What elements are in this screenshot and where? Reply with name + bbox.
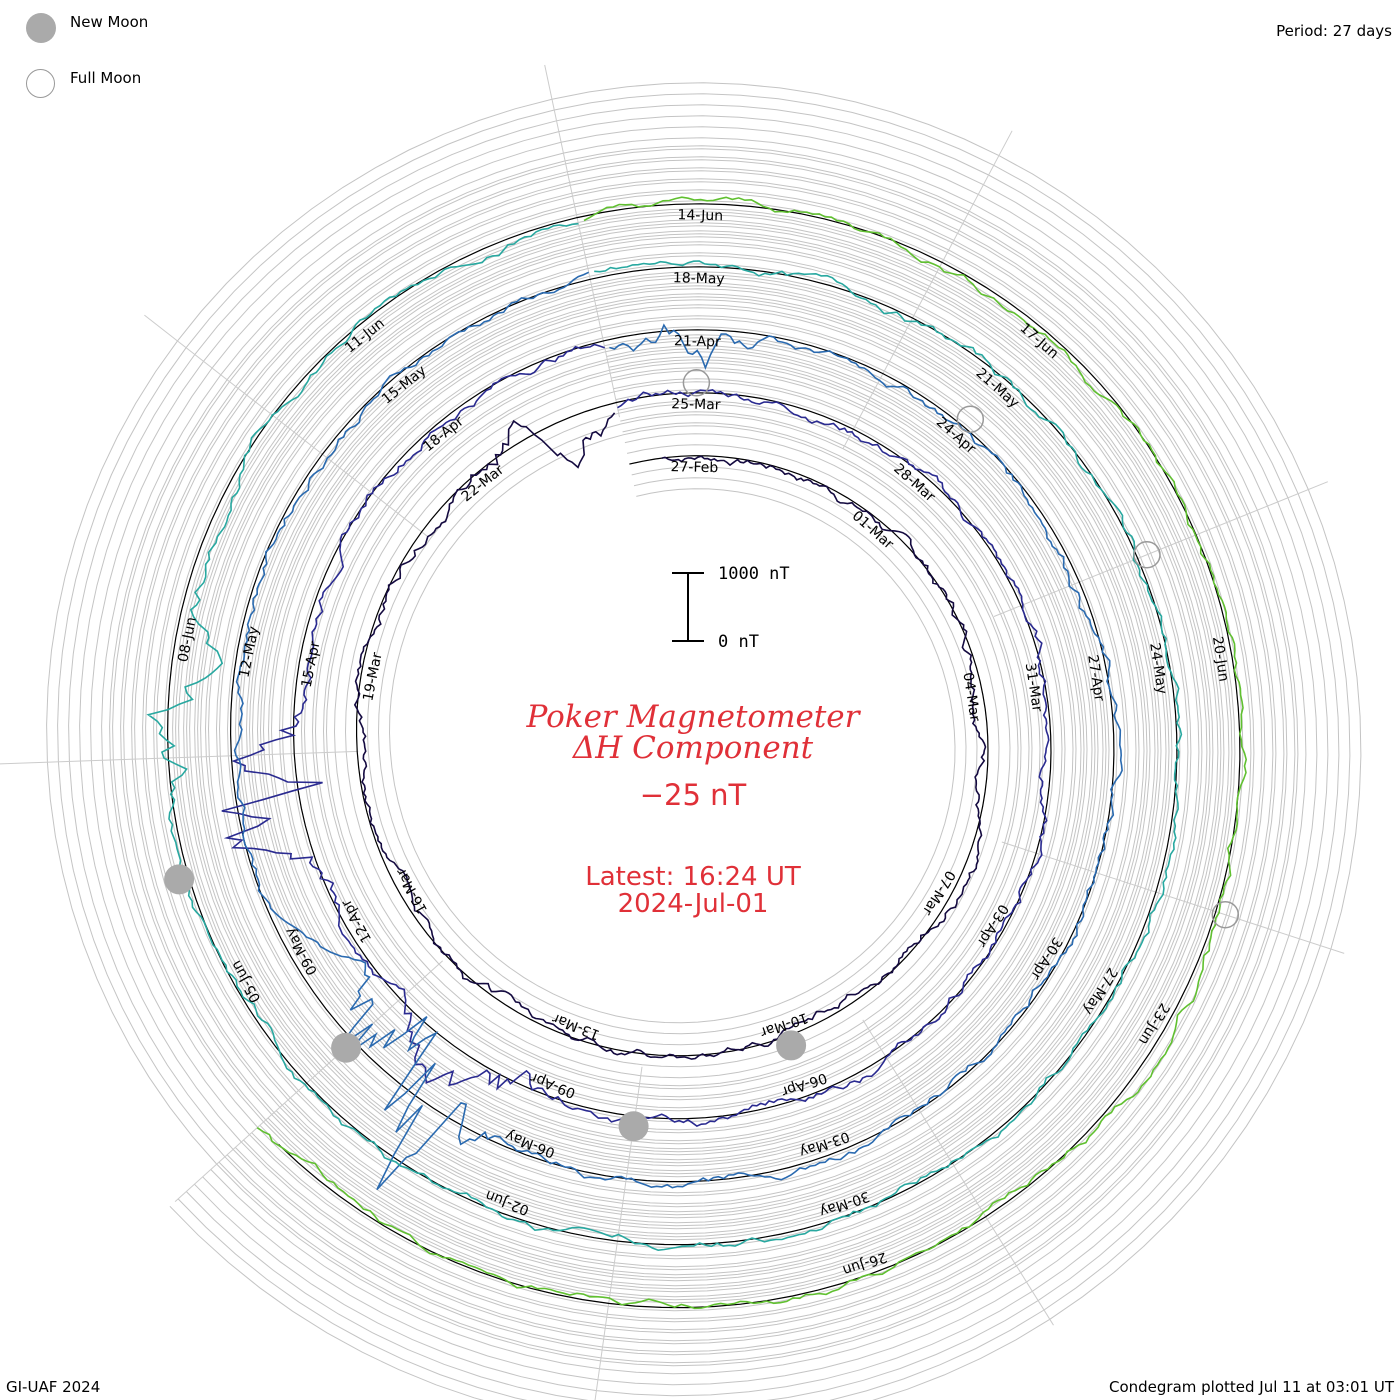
date-label-9: 25-Mar bbox=[671, 396, 721, 413]
period-label: Period: 27 days bbox=[1276, 22, 1392, 40]
full-moon-legend-icon bbox=[26, 69, 55, 98]
new-moon-marker-2 bbox=[331, 1032, 362, 1063]
chart-title-line2: ΔH Component bbox=[572, 730, 814, 766]
full-moon-legend-label: Full Moon bbox=[70, 69, 142, 87]
new-moon-marker-3 bbox=[164, 864, 195, 895]
date-label-25: 12-May bbox=[236, 625, 262, 679]
date-label-23: 06-May bbox=[503, 1127, 557, 1161]
baseline-value: −25 nT bbox=[640, 778, 747, 812]
spoke-6 bbox=[174, 960, 444, 1202]
new-moon-marker-1 bbox=[618, 1111, 649, 1142]
trace-turn-3 bbox=[146, 222, 1183, 1252]
full-moon-marker-3 bbox=[1211, 900, 1240, 929]
date-label-18: 21-Apr bbox=[674, 333, 721, 350]
scale-bottom-label: 0 nT bbox=[718, 632, 759, 652]
data-trace bbox=[146, 196, 1248, 1310]
moon-markers bbox=[164, 369, 1240, 1142]
spoke-4 bbox=[862, 1019, 1054, 1326]
new-moon-marker-0 bbox=[776, 1030, 807, 1061]
date-label-29: 24-May bbox=[1146, 642, 1170, 696]
scale-top-label: 1000 nT bbox=[718, 564, 790, 584]
date-label-15: 12-Apr bbox=[339, 896, 376, 945]
date-label-5: 13-Mar bbox=[550, 1010, 602, 1043]
latest-time: Latest: 16:24 UT bbox=[585, 862, 801, 892]
plotted-timestamp: Condegram plotted Jul 11 at 03:01 UT bbox=[1108, 1378, 1394, 1396]
date-label-38: 20-Jun bbox=[1209, 635, 1232, 682]
latest-date: 2024-Jul-01 bbox=[618, 889, 769, 919]
radial-spokes bbox=[0, 64, 1345, 1400]
trace-turn-1 bbox=[221, 343, 1050, 1128]
full-moon-marker-0 bbox=[682, 369, 711, 397]
spoke-0 bbox=[544, 64, 620, 418]
new-moon-legend-icon bbox=[26, 13, 56, 43]
new-moon-legend-label: New Moon bbox=[70, 13, 149, 31]
spoke-2 bbox=[993, 481, 1328, 617]
date-label-2: 04-Mar bbox=[959, 671, 982, 722]
date-label-0: 27-Feb bbox=[670, 459, 718, 476]
trace-turn-4 bbox=[256, 196, 1248, 1310]
spoke-8 bbox=[144, 314, 429, 538]
trace-turn-0 bbox=[353, 412, 987, 1060]
spoke-7 bbox=[0, 750, 359, 765]
spoke-1 bbox=[842, 130, 1013, 449]
full-moon-marker-1 bbox=[956, 405, 985, 433]
date-label-36: 14-Jun bbox=[677, 207, 723, 224]
trace-turn-2 bbox=[233, 271, 1123, 1191]
full-moon-marker-2 bbox=[1133, 540, 1161, 569]
date-label-20: 27-Apr bbox=[1084, 654, 1107, 703]
spoke-3 bbox=[1001, 841, 1345, 954]
date-label-33: 05-Jun bbox=[228, 958, 264, 1006]
credit-label: GI-UAF 2024 bbox=[6, 1378, 101, 1396]
chart-title-line1: Poker Magnetometer bbox=[526, 699, 862, 735]
date-label-27: 18-May bbox=[673, 270, 725, 287]
date-label-11: 31-Mar bbox=[1022, 662, 1045, 713]
scale-bar: 1000 nT 0 nT bbox=[672, 564, 790, 652]
